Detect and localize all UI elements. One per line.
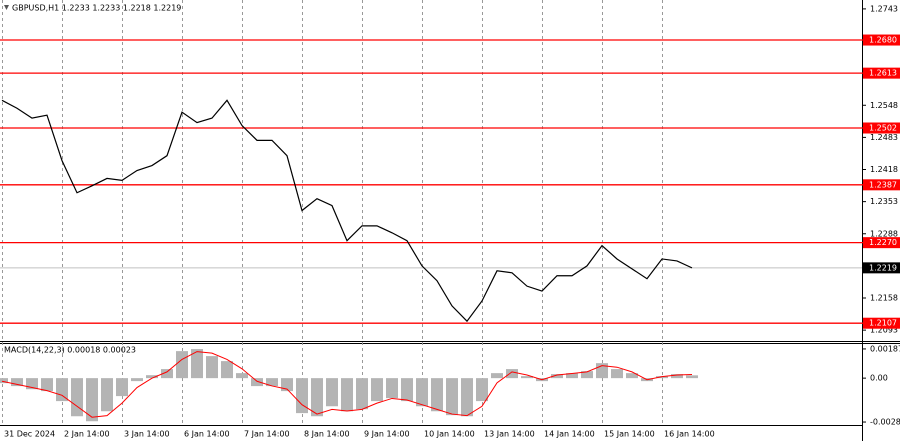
y-tick-label: 1.2093 xyxy=(870,326,898,335)
x-tick-label: 6 Jan 14:00 xyxy=(184,430,230,439)
level-label: 1.2107 xyxy=(869,319,897,328)
macd-bar xyxy=(146,375,158,379)
y-tick-label: 1.2743 xyxy=(870,4,898,13)
x-tick-label: 14 Jan 14:00 xyxy=(544,430,595,439)
macd-bar xyxy=(191,349,203,379)
signal-line xyxy=(1,351,693,418)
level-label: 1.2502 xyxy=(869,123,897,132)
macd-bar xyxy=(341,378,353,412)
x-tick-label: 9 Jan 14:00 xyxy=(364,430,410,439)
macd-bar xyxy=(251,378,263,387)
macd-bar xyxy=(236,373,248,379)
x-tick-label: 3 Jan 14:00 xyxy=(124,430,170,439)
y-tick-label: 1.2548 xyxy=(870,101,898,110)
current-price-box xyxy=(863,262,900,274)
x-tick-label: 15 Jan 14:00 xyxy=(604,430,655,439)
macd-bar xyxy=(26,378,38,390)
macd-bar xyxy=(311,378,323,417)
macd-bar xyxy=(611,369,623,379)
macd-bar xyxy=(281,378,293,392)
macd-bar xyxy=(11,378,23,387)
level-label-box xyxy=(863,34,900,46)
level-label: 1.2270 xyxy=(869,238,897,247)
macd-bar xyxy=(656,376,668,379)
x-tick-label: 31 Dec 2024 xyxy=(4,430,55,439)
macd-bar xyxy=(221,361,233,379)
macd-bar xyxy=(296,378,308,414)
x-tick-label: 2 Jan 14:00 xyxy=(64,430,110,439)
macd-bar xyxy=(521,376,533,379)
macd-bar xyxy=(101,378,113,412)
macd-bar xyxy=(176,351,188,379)
grid xyxy=(0,0,866,425)
level-label-box xyxy=(863,237,900,249)
y-tick-label: 1.2288 xyxy=(870,229,898,238)
macd-bar xyxy=(161,369,173,379)
macd-bar xyxy=(56,378,68,402)
level-label: 1.2387 xyxy=(869,180,897,189)
macd-bar xyxy=(416,378,428,407)
macd-bar xyxy=(446,378,458,416)
macd-title: MACD(14,22,3) 0.00018 0.00023 xyxy=(4,346,136,355)
macd-bar xyxy=(386,378,398,399)
macd-bar xyxy=(326,378,338,407)
level-label-box xyxy=(863,179,900,191)
labels: 31 Dec 2024 2 Jan 14:00 3 Jan 14:00 6 Jan 1… xyxy=(4,4,900,439)
x-tick-label: 16 Jan 14:00 xyxy=(664,430,715,439)
macd-bar xyxy=(371,378,383,402)
y-tick-label: -0.00281 xyxy=(870,418,900,427)
current-price-label: 1.2219 xyxy=(869,263,897,272)
macd-bar xyxy=(356,378,368,410)
x-tick-label: 13 Jan 14:00 xyxy=(484,430,535,439)
macd-bar xyxy=(71,378,83,417)
macd-bar xyxy=(131,378,143,382)
macd-bar xyxy=(626,373,638,379)
macd-bar xyxy=(206,356,218,379)
y-tick-label: 1.2418 xyxy=(870,165,898,174)
macd-bar xyxy=(476,378,488,402)
macd-bar xyxy=(491,373,503,379)
macd-bar xyxy=(581,371,593,379)
macd-bar xyxy=(461,378,473,417)
macd-bar xyxy=(566,373,578,379)
macd-bar xyxy=(116,378,128,397)
level-label-box xyxy=(863,122,900,134)
macd-bar xyxy=(431,378,443,412)
macd-bar xyxy=(0,378,8,384)
y-tick-label: 1.2353 xyxy=(870,197,898,206)
level-label-box xyxy=(863,317,900,329)
plot xyxy=(0,39,900,422)
macd-bar xyxy=(86,378,98,422)
symbol-icon xyxy=(4,5,9,10)
x-tick-label: 8 Jan 14:00 xyxy=(304,430,350,439)
macd-bar xyxy=(506,369,518,379)
macd-bar xyxy=(551,374,563,379)
level-label-box xyxy=(863,67,900,79)
y-tick-label: 0.00187 xyxy=(870,344,900,353)
y-tick-label: 1.2158 xyxy=(870,294,898,303)
x-tick-label: 10 Jan 14:00 xyxy=(424,430,475,439)
macd-bar xyxy=(266,378,278,387)
level-label: 1.2613 xyxy=(869,69,897,78)
macd-bar xyxy=(401,378,413,402)
macd-bar xyxy=(41,378,53,392)
chart-title: GBPUSD,H1 1.2233 1.2233 1.2218 1.2219 xyxy=(12,4,181,13)
price-line xyxy=(1,99,693,323)
y-tick-label: 0.00 xyxy=(870,374,888,383)
x-tick-label: 7 Jan 14:00 xyxy=(244,430,290,439)
level-label: 1.2680 xyxy=(869,36,897,45)
macd-bar xyxy=(686,375,698,379)
macd-bar xyxy=(671,374,683,379)
y-tick-label: 1.2483 xyxy=(870,133,898,142)
